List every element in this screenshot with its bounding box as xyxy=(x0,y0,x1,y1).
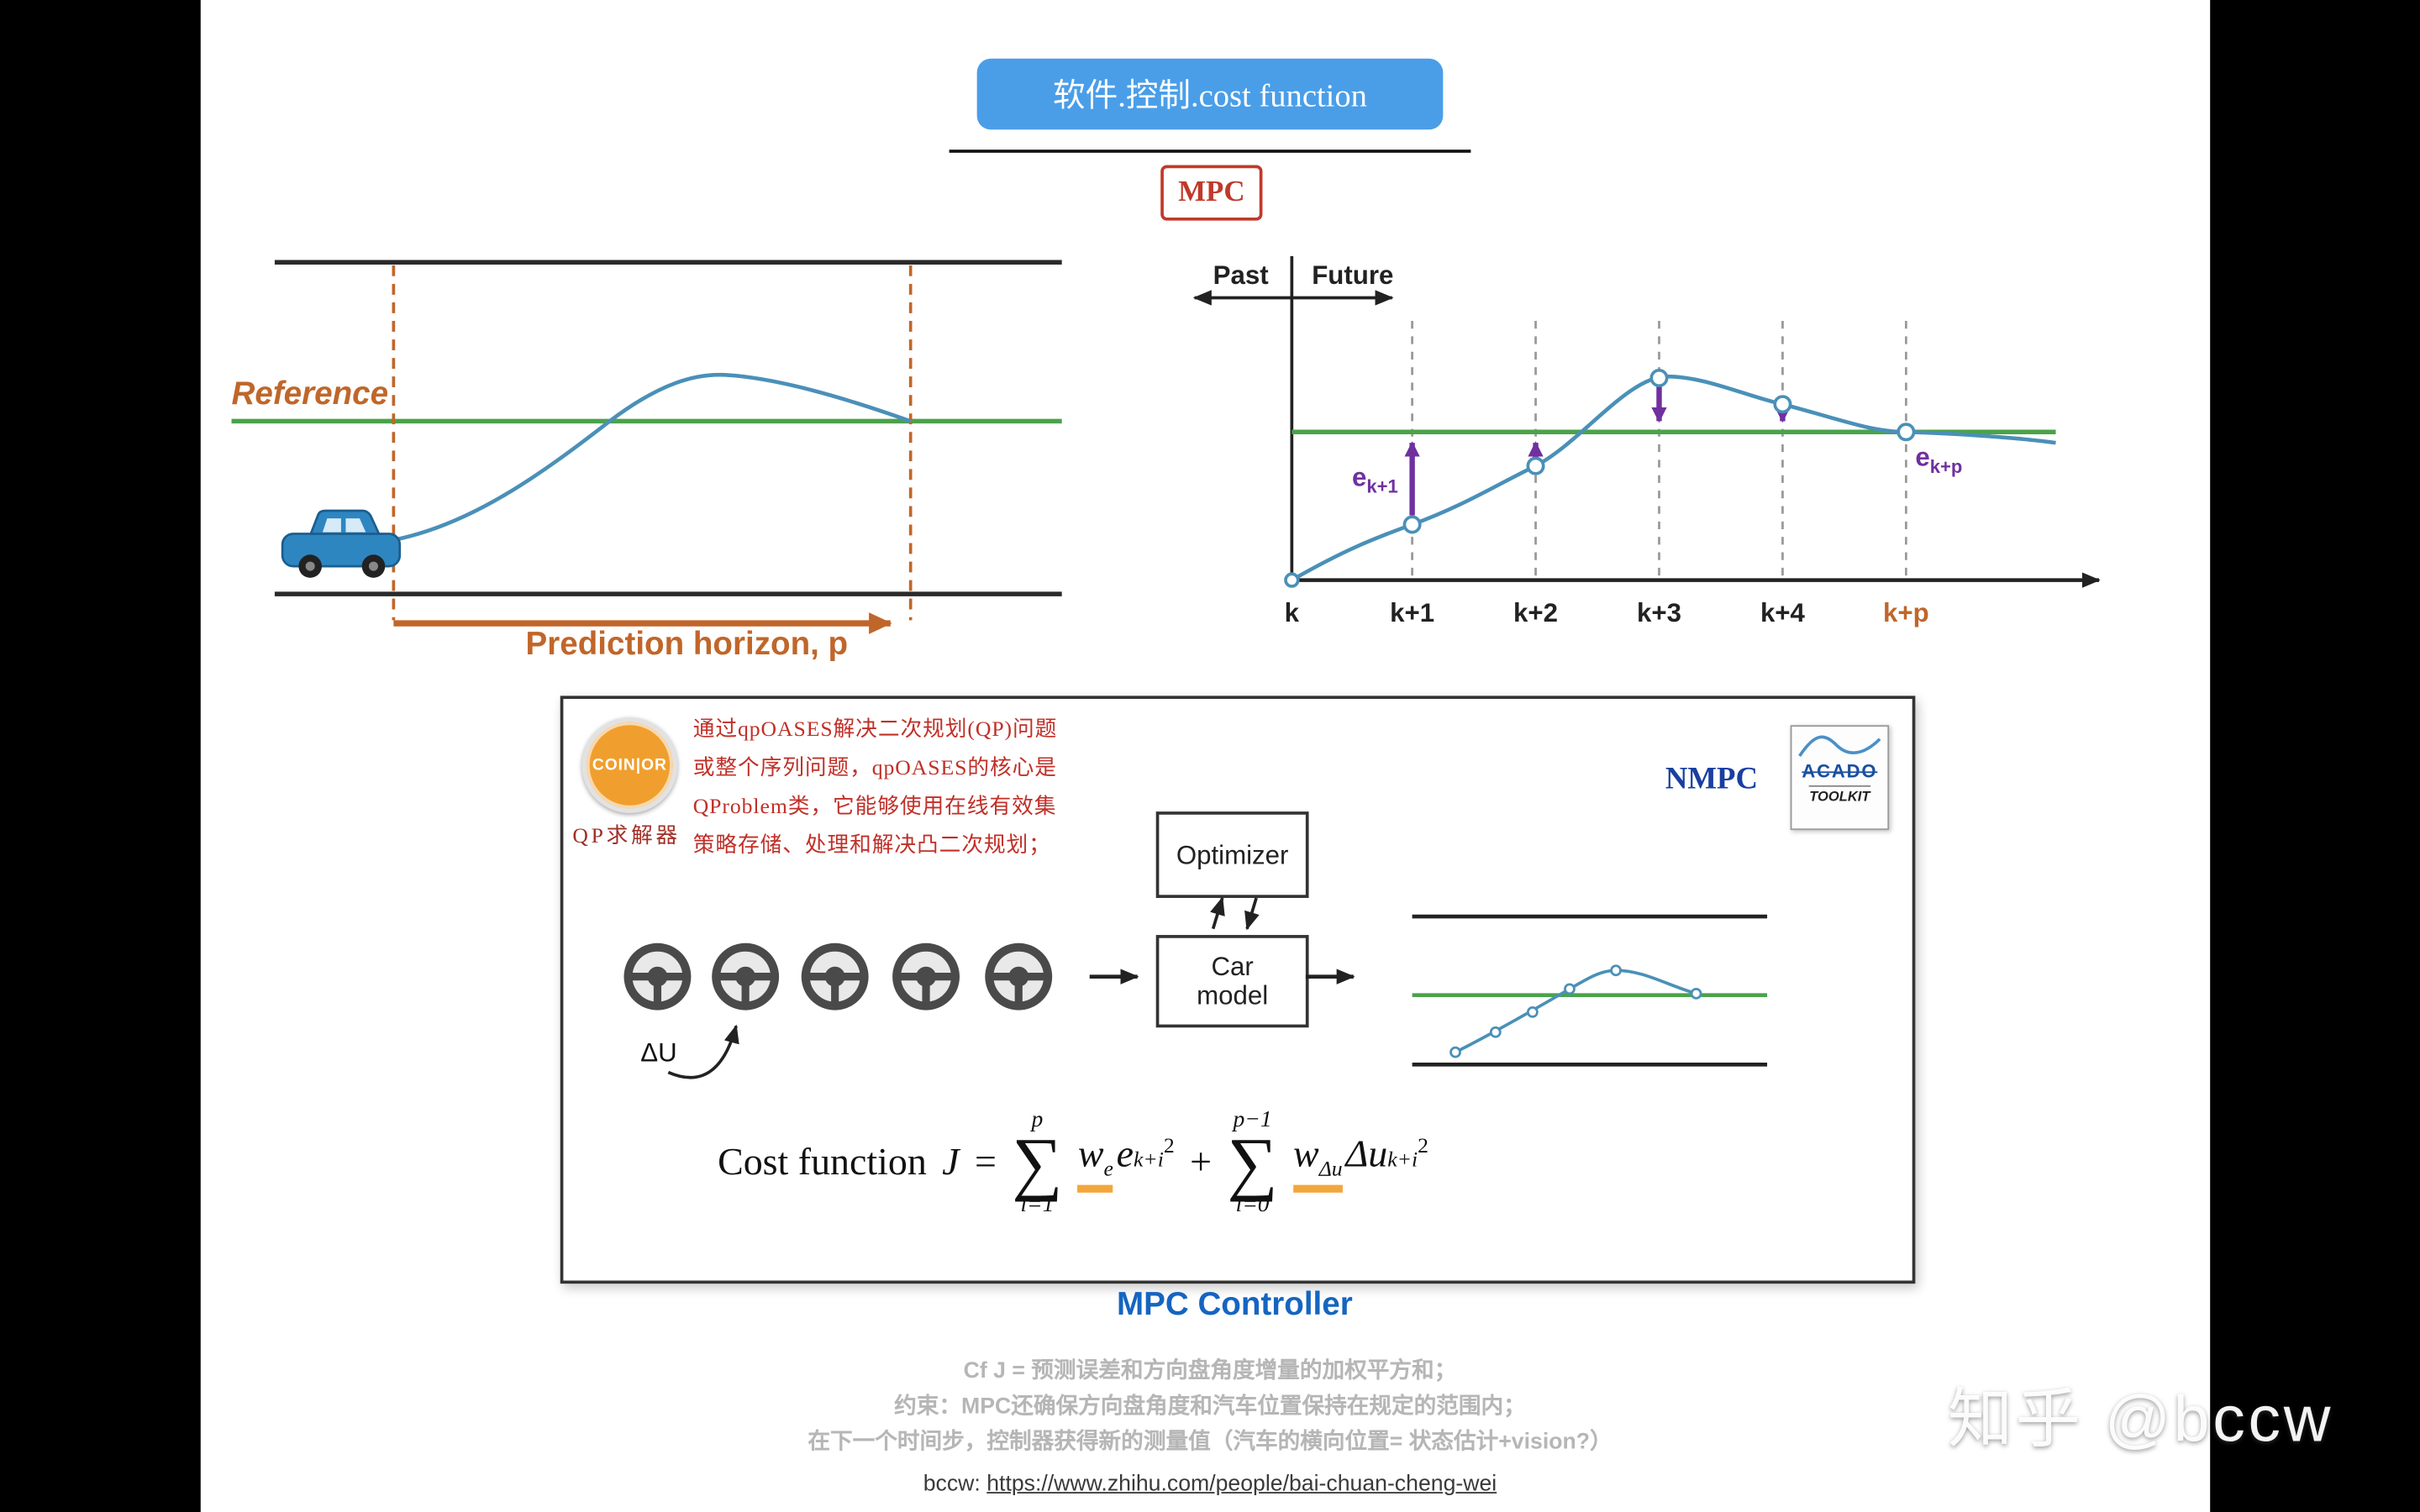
sample-point xyxy=(1284,572,1300,588)
future-label: Future xyxy=(1312,260,1394,291)
road-prediction-graphic xyxy=(231,260,1062,634)
credit-line: bccw: https://www.zhihu.com/people/bai-c… xyxy=(439,1472,1982,1496)
letterbox-left xyxy=(0,0,201,1512)
notes-line: 约束：MPC还确保方向盘角度和汽车位置保持在规定的范围内； xyxy=(894,1394,1526,1420)
page-title: 软件.控制.cost function xyxy=(1053,76,1367,114)
qp-line: QProblem类，它能够使用在线有效集 xyxy=(692,795,1057,820)
title-underline xyxy=(949,150,1471,153)
coinor-logo-icon: COIN|OR xyxy=(581,717,678,813)
profile-link[interactable]: https://www.zhihu.com/people/bai-chuan-c… xyxy=(986,1472,1497,1497)
qp-line: 或整个序列问题，qpOASES的核心是 xyxy=(692,757,1057,781)
credit-prefix: bccw: xyxy=(923,1472,981,1497)
weight-highlight: we xyxy=(1077,1134,1113,1193)
input-rate-term: wΔu Δu k+i 2 xyxy=(1293,1134,1428,1193)
steering-wheel-icon xyxy=(623,942,692,1011)
qp-solver-label: QP求解器 xyxy=(572,825,681,849)
acado-logo: ACADO TOOLKIT xyxy=(1790,725,1890,831)
x-tick-k2: k+2 xyxy=(1513,598,1559,628)
steering-wheel-icon xyxy=(985,942,1053,1011)
sample-point xyxy=(1897,423,1916,442)
reference-label: Reference xyxy=(231,376,389,412)
sample-point xyxy=(1649,368,1669,388)
sample-point xyxy=(1526,456,1545,475)
mpc-badge: MPC xyxy=(1160,165,1263,221)
letterbox-right xyxy=(2210,0,2420,1512)
sample-point xyxy=(1402,515,1422,534)
delta-u-label: ΔU xyxy=(640,1038,677,1068)
mpc-controller-caption: MPC Controller xyxy=(1117,1286,1353,1323)
car-icon xyxy=(281,509,402,578)
x-tick-k: k xyxy=(1284,598,1300,628)
error-term: we e k+i 2 xyxy=(1077,1134,1175,1193)
steering-wheel-icon xyxy=(892,942,960,1011)
error-label-ek1: ek+1 xyxy=(1351,463,1398,498)
cost-function-formula: Cost function J = p ∑ i=1 we e k+i 2 + p−1 … xyxy=(718,1108,1429,1217)
x-tick-k1: k+1 xyxy=(1390,598,1435,628)
car-model-box: Car model xyxy=(1155,935,1309,1028)
title-banner: 软件.控制.cost function xyxy=(976,58,1444,130)
predicted-output-curve xyxy=(1291,374,2056,582)
notes-line: 在下一个时间步，控制器获得新的测量值（汽车的横向位置= 状态估计+vision?… xyxy=(808,1430,1612,1456)
optimizer-box: Optimizer xyxy=(1155,811,1309,898)
nmpc-label: NMPC xyxy=(1665,762,1759,796)
car-to-optimizer-arrow xyxy=(1210,896,1225,930)
acado-curve-icon xyxy=(1798,735,1881,758)
steering-wheel-icon xyxy=(712,942,780,1011)
sample-point xyxy=(1773,395,1792,414)
qp-line: 策略存储、处理和解决凸二次规划； xyxy=(692,834,1051,858)
notes-block: Cf J = 预测误差和方向盘角度增量的加权平方和； 约束：MPC还确保方向盘角… xyxy=(439,1355,1982,1462)
steering-wheel-icon xyxy=(801,942,869,1011)
mini-tracking-plot xyxy=(1412,914,1768,1067)
delta-u-arrow xyxy=(667,1024,739,1079)
notes-line: Cf J = 预测误差和方向盘角度增量的加权平方和； xyxy=(963,1359,1457,1384)
qp-line: 通过qpOASES解决二次规划(QP)问题 xyxy=(692,718,1058,743)
x-tick-k4: k+4 xyxy=(1760,598,1805,628)
sum-1: p ∑ i=1 xyxy=(1012,1108,1063,1217)
cost-function-label: Cost function xyxy=(718,1142,927,1184)
weight-highlight: wΔu xyxy=(1293,1134,1343,1193)
optimizer-to-car-arrow xyxy=(1244,897,1260,931)
error-plot-graphic xyxy=(1192,255,2101,588)
past-label: Past xyxy=(1213,260,1269,291)
prediction-horizon-label: Prediction horizon, p xyxy=(525,626,849,662)
x-tick-kp: k+p xyxy=(1883,598,1929,628)
watermark: 知乎 @bccw xyxy=(1947,1382,2334,1456)
error-label-ekp: ek+p xyxy=(1915,443,1963,478)
x-tick-k3: k+3 xyxy=(1637,598,1681,628)
predicted-path-curve xyxy=(392,372,912,543)
sum-2: p−1 ∑ i=0 xyxy=(1227,1108,1278,1217)
mini-curve xyxy=(1455,969,1697,1054)
qp-description: 通过qpOASES解决二次规划(QP)问题 或整个序列问题，qpOASES的核心… xyxy=(693,711,1141,866)
mpc-controller-box: COIN|OR QP求解器 通过qpOASES解决二次规划(QP)问题 或整个序… xyxy=(560,696,1916,1284)
